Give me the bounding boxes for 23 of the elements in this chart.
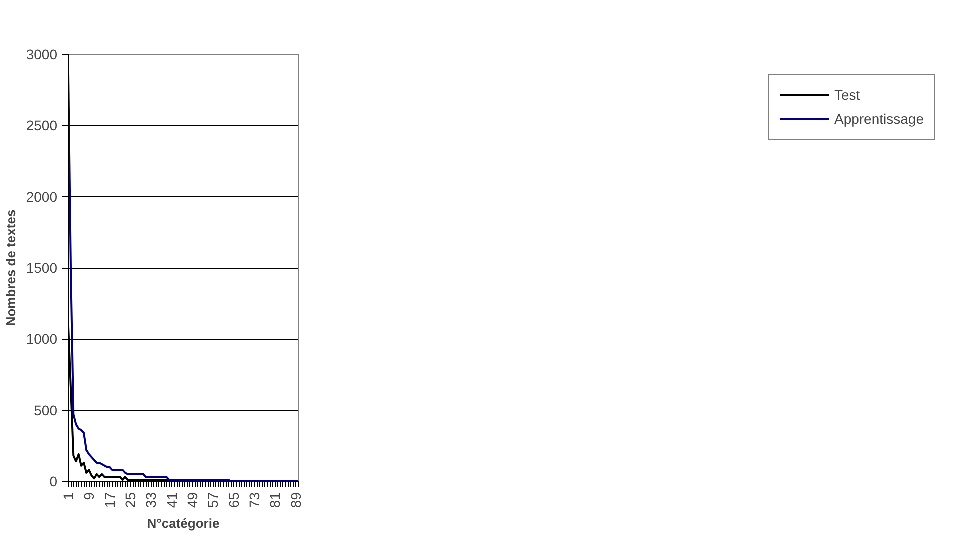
x-tick-label: 33 [143, 492, 160, 508]
x-tick-label: 57 [205, 492, 222, 508]
legend-label: Test [834, 87, 860, 103]
y-tick-label: 3000 [26, 46, 58, 62]
legend-label: Apprentissage [834, 111, 924, 127]
x-tick-label: 1 [60, 492, 76, 500]
y-tick-label: 2000 [26, 188, 58, 205]
x-tick-label: 9 [81, 492, 98, 500]
x-tick-label: 81 [267, 492, 284, 508]
y-tick-label: 500 [34, 402, 58, 418]
x-tick-label: 89 [288, 492, 304, 508]
x-tick-label: 25 [122, 492, 139, 508]
x-tick-label: 73 [246, 492, 263, 508]
y-tick-label: 0 [50, 474, 58, 490]
x-tick-label: 17 [102, 492, 118, 508]
y-axis-title: Nombres de textes [3, 210, 18, 326]
x-tick-label: 65 [226, 492, 242, 508]
y-tick-label: 1500 [26, 260, 58, 276]
x-tick-label: 41 [164, 492, 180, 508]
y-tick-label: 2500 [26, 118, 58, 134]
x-axis-title: N°catégorie [147, 516, 220, 532]
x-tick-label: 49 [184, 492, 201, 508]
y-tick-label: 1000 [26, 331, 58, 348]
